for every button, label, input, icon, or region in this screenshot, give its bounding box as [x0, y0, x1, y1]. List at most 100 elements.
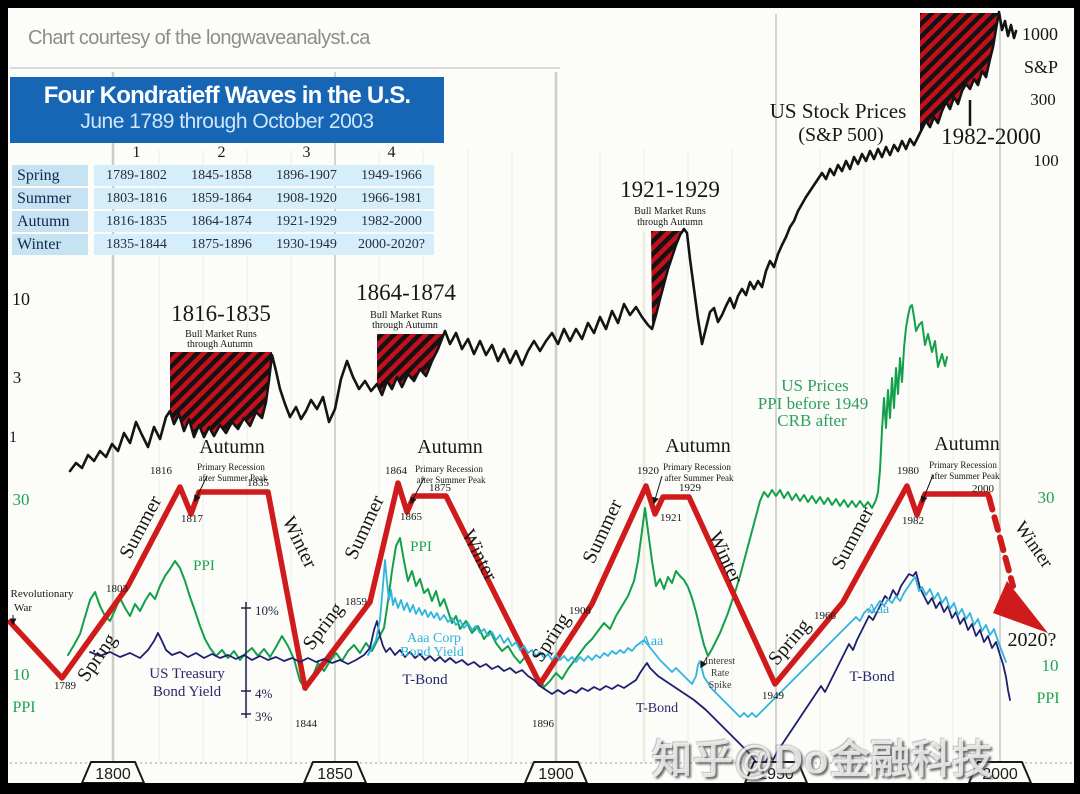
axis-1-left: 1 — [9, 429, 17, 446]
season-cell: 1864-1874 — [191, 214, 252, 229]
label-aaacorp-2: Bond Yield — [400, 645, 464, 660]
label-bull-2b: through Autumn — [372, 320, 438, 331]
season-col-header-3: 3 — [302, 144, 311, 161]
year-1859: 1859 — [345, 596, 368, 608]
season-cell: 1930-1949 — [276, 237, 337, 252]
frame-left — [0, 0, 8, 794]
label-ustreasury-1: US Treasury — [149, 666, 225, 682]
label-interest-3: Spike — [709, 680, 732, 691]
year-1803: 1803 — [106, 583, 129, 595]
annotation-line — [652, 475, 663, 505]
label-4pct: 4% — [255, 686, 273, 701]
label-bull-3a: Bull Market Runs — [634, 206, 706, 217]
season-cell: 1859-1864 — [191, 191, 252, 206]
season-cell: 1982-2000 — [361, 214, 422, 229]
label-recession-1b: after Summer Peak — [199, 473, 268, 483]
season-col-header-2: 2 — [217, 144, 226, 161]
season-cells: 1835-1844 1875-1896 1930-1949 2000-2020? — [94, 234, 434, 255]
label-us-prices-3: CRB after — [777, 411, 847, 430]
bull-1921-1929 — [651, 229, 685, 329]
label-1816-1835: 1816-1835 — [171, 301, 271, 326]
season-cell: 1908-1920 — [276, 191, 337, 206]
season-cells: 1803-1816 1859-1864 1908-1920 1966-1981 — [94, 188, 434, 209]
label-recession-2a: Primary Recession — [415, 464, 483, 474]
label-winter-3: Winter — [704, 528, 747, 587]
label-aaacorp-1: Aaa Corp — [407, 631, 461, 646]
year-1864: 1864 — [385, 465, 408, 477]
t-bond-line — [89, 571, 1011, 770]
label-1921-1929: 1921-1929 — [620, 177, 720, 202]
year-1929: 1929 — [679, 482, 702, 494]
season-table-corner — [12, 142, 88, 163]
season-cell: 1875-1896 — [191, 237, 252, 252]
season-col-header-4: 4 — [387, 144, 396, 161]
label-summer-3: Summer — [578, 496, 627, 567]
label-3pct: 3% — [255, 709, 273, 724]
aaa-corp-line — [367, 559, 1007, 718]
year-1875: 1875 — [429, 482, 452, 494]
label-tbond-3: T-Bond — [849, 669, 895, 685]
label-winter-4: Winter — [1010, 518, 1057, 573]
kondratieff-wave — [7, 480, 991, 691]
label-recession-4a: Primary Recession — [929, 460, 997, 470]
table-row: Winter 1835-1844 1875-1896 1930-1949 2000-20… — [12, 234, 434, 255]
label-bull-1b: through Autumn — [187, 339, 253, 350]
label-tbond-1: T-Bond — [402, 672, 448, 688]
frame-right — [1074, 0, 1080, 794]
label-ustreasury-2: Bond Yield — [153, 684, 222, 700]
axis-10b-left: 10 — [13, 665, 30, 684]
year-1865: 1865 — [400, 511, 423, 523]
annotation-line — [410, 477, 425, 505]
annotation-line — [700, 656, 708, 669]
label-2020: 2020? — [1008, 629, 1057, 651]
season-label-autumn: Autumn — [12, 211, 88, 232]
table-row: Spring 1789-1802 1845-1858 1896-1907 1949-19… — [12, 165, 434, 186]
label-autumn-1: Autumn — [199, 436, 265, 458]
x-tick-label-1950: 1950 — [758, 766, 794, 783]
label-bull-1a: Bull Market Runs — [185, 329, 257, 340]
title-box: Four Kondratieff Waves in the U.S. June … — [10, 77, 444, 143]
season-cell: 1896-1907 — [276, 168, 337, 183]
label-summer-4: Summer — [827, 503, 878, 573]
axis-ppi-left: PPI — [12, 699, 35, 716]
year-2000: 2000 — [972, 483, 995, 495]
year-1982: 1982 — [902, 515, 924, 527]
axis-10-right: 10 — [1042, 656, 1059, 675]
season-label-winter: Winter — [12, 234, 88, 255]
label-us-stock-prices: US Stock Prices — [770, 99, 907, 123]
label-recession-3b: after Summer Peak — [665, 473, 734, 483]
season-cells: 1789-1802 1845-1858 1896-1907 1949-1966 — [94, 165, 434, 186]
bull-1982-2000 — [920, 13, 999, 133]
credit-text: Chart courtesy of the longwaveanalyst.ca — [28, 27, 370, 49]
season-table: 1 2 3 4 Spring 1789-1802 1845-1858 1896-1907 194… — [12, 142, 434, 257]
label-bull-3b: through Autumn — [637, 217, 703, 228]
label-spring-2: Spring — [298, 598, 348, 654]
label-1982-2000: 1982-2000 — [941, 124, 1041, 149]
axis-3-left: 3 — [13, 368, 22, 387]
label-rev-war-2: War — [14, 602, 32, 614]
year-1949: 1949 — [762, 690, 785, 702]
label-aaa-3: Aaa — [867, 602, 890, 617]
table-row: Autumn 1816-1835 1864-1874 1921-1929 1982-20… — [12, 211, 434, 232]
watermark: 知乎@Do金融科技 — [652, 738, 994, 782]
frame-bottom — [0, 783, 1080, 794]
winter-forecast-dash — [986, 494, 1016, 589]
x-tick-label-1850: 1850 — [317, 766, 353, 783]
season-label-spring: Spring — [12, 165, 88, 186]
year-1921: 1921 — [660, 512, 682, 524]
season-cell: 1803-1816 — [106, 191, 167, 206]
year-1920: 1920 — [637, 465, 660, 477]
bull-1864-1874 — [377, 334, 445, 395]
year-1980: 1980 — [897, 465, 920, 477]
label-autumn-3: Autumn — [665, 435, 731, 457]
axis-300: 300 — [1030, 90, 1056, 109]
bull-1816-1835 — [170, 352, 272, 437]
label-autumn-4: Autumn — [934, 433, 1000, 455]
label-aaa-2: Aaa — [641, 634, 664, 649]
season-cell: 1966-1981 — [361, 191, 422, 206]
season-label-summer: Summer — [12, 188, 88, 209]
season-cell: 1921-1929 — [276, 214, 337, 229]
season-cell: 1949-1966 — [361, 168, 422, 183]
